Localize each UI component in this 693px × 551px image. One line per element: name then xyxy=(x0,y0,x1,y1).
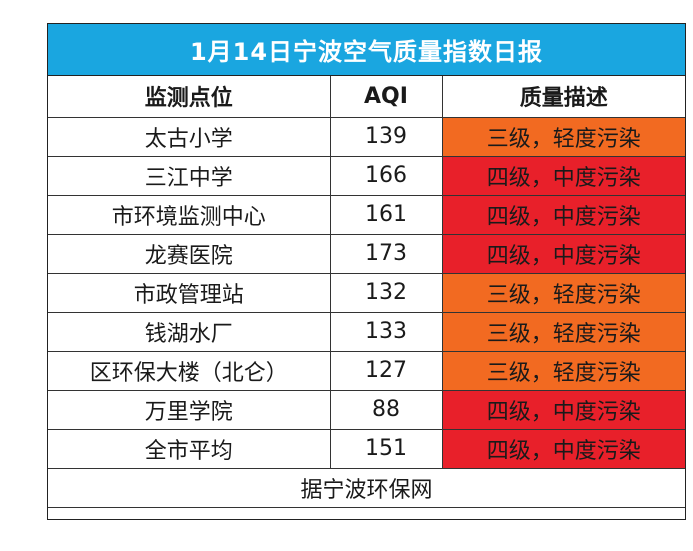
station-cell: 三江中学 xyxy=(48,155,331,196)
aqi-cell: 88 xyxy=(329,389,443,430)
quality-cell: 三级，轻度污染 xyxy=(441,116,685,157)
table-row: 太古小学 139 三级，轻度污染 xyxy=(48,116,685,157)
aqi-table: 监测点位 AQI 质量描述 太古小学 139 三级，轻度污染 三江中学 166 四级，中度… xyxy=(48,76,685,508)
station-cell: 龙赛医院 xyxy=(48,233,331,274)
aqi-cell: 173 xyxy=(329,233,443,274)
quality-cell: 四级，中度污染 xyxy=(441,155,685,196)
table-row: 全市平均 151 四级，中度污染 xyxy=(48,428,685,469)
source-note: 据宁波环保网 xyxy=(48,467,685,508)
table-row: 万里学院 88 四级，中度污染 xyxy=(48,389,685,430)
quality-cell: 三级，轻度污染 xyxy=(441,272,685,313)
table-row: 三江中学 166 四级，中度污染 xyxy=(48,155,685,196)
aqi-cell: 151 xyxy=(329,428,443,469)
table-body: 太古小学 139 三级，轻度污染 三江中学 166 四级，中度污染 市环境监测中心 161 四级… xyxy=(48,116,685,469)
aqi-cell: 166 xyxy=(329,155,443,196)
station-cell: 全市平均 xyxy=(48,428,331,469)
quality-cell: 四级，中度污染 xyxy=(441,194,685,235)
table-row: 市环境监测中心 161 四级，中度污染 xyxy=(48,194,685,235)
station-cell: 市政管理站 xyxy=(48,272,331,313)
header-aqi: AQI xyxy=(329,76,443,118)
station-cell: 万里学院 xyxy=(48,389,331,430)
quality-cell: 四级，中度污染 xyxy=(441,389,685,430)
aqi-cell: 127 xyxy=(329,350,443,391)
table-row: 区环保大楼（北仑） 127 三级，轻度污染 xyxy=(48,350,685,391)
table-row: 龙赛医院 173 四级，中度污染 xyxy=(48,233,685,274)
quality-cell: 四级，中度污染 xyxy=(441,233,685,274)
aqi-cell: 161 xyxy=(329,194,443,235)
aqi-cell: 133 xyxy=(329,311,443,352)
aqi-cell: 132 xyxy=(329,272,443,313)
report-title: 1月14日宁波空气质量指数日报 xyxy=(48,24,685,76)
quality-cell: 四级，中度污染 xyxy=(441,428,685,469)
station-cell: 区环保大楼（北仑） xyxy=(48,350,331,391)
station-cell: 太古小学 xyxy=(48,116,331,157)
quality-cell: 三级，轻度污染 xyxy=(441,311,685,352)
header-row: 监测点位 AQI 质量描述 xyxy=(48,76,685,118)
aqi-cell: 139 xyxy=(329,116,443,157)
station-cell: 市环境监测中心 xyxy=(48,194,331,235)
header-quality: 质量描述 xyxy=(441,76,685,118)
station-cell: 钱湖水厂 xyxy=(48,311,331,352)
header-station: 监测点位 xyxy=(48,76,331,118)
quality-cell: 三级，轻度污染 xyxy=(441,350,685,391)
table-row: 钱湖水厂 133 三级，轻度污染 xyxy=(48,311,685,352)
table-row: 市政管理站 132 三级，轻度污染 xyxy=(48,272,685,313)
source-row: 据宁波环保网 xyxy=(48,467,685,508)
aqi-report: 1月14日宁波空气质量指数日报 监测点位 AQI 质量描述 太古小学 139 三级，… xyxy=(47,23,686,520)
